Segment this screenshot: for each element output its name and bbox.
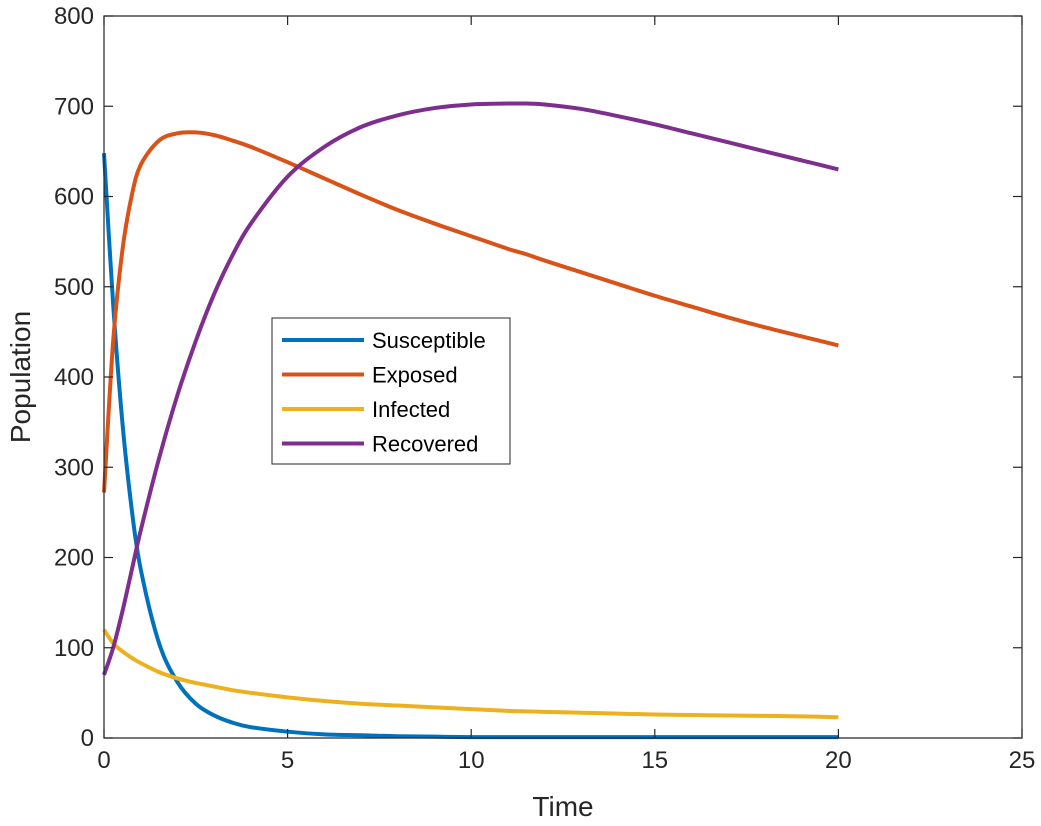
- x-tick-label: 25: [1009, 747, 1036, 774]
- series-line-infected: [102, 628, 839, 720]
- y-tick-label: 700: [54, 93, 94, 120]
- x-axis-label: Time: [532, 791, 593, 822]
- x-tick-label: 0: [97, 747, 110, 774]
- y-tick-label: 400: [54, 364, 94, 391]
- y-tick-label: 600: [54, 184, 94, 211]
- legend-box: [271, 317, 511, 465]
- y-tick-label: 200: [54, 545, 94, 572]
- y-tick-label: 500: [54, 274, 94, 301]
- y-tick-label: 0: [81, 725, 94, 752]
- legend-label-recovered: Recovered: [372, 432, 478, 457]
- y-tick-labels: 0 100 200 300 400 500 600 700 800: [54, 3, 94, 752]
- series-line-exposed: [102, 130, 839, 493]
- x-tick-label: 10: [458, 747, 485, 774]
- plot-area: [104, 16, 1022, 738]
- series-line-recovered: [102, 101, 839, 676]
- x-tick-label: 20: [825, 747, 852, 774]
- y-tick-label: 100: [54, 635, 94, 662]
- x-tick-label: 15: [641, 747, 668, 774]
- y-tick-label: 300: [54, 454, 94, 481]
- y-tick-label: 800: [54, 3, 94, 30]
- tick-marks: [103, 15, 1023, 739]
- y-axis-label: Population: [5, 311, 36, 443]
- x-tick-labels: 0 5 10 15 20 25: [97, 747, 1035, 774]
- legend: Susceptible Exposed Infected Recovered: [271, 317, 511, 465]
- legend-entries: Susceptible Exposed Infected Recovered: [282, 328, 486, 457]
- x-tick-label: 5: [281, 747, 294, 774]
- legend-label-exposed: Exposed: [372, 363, 458, 388]
- legend-label-susceptible: Susceptible: [372, 328, 486, 353]
- legend-label-infected: Infected: [372, 397, 450, 422]
- series-layer: [102, 101, 839, 740]
